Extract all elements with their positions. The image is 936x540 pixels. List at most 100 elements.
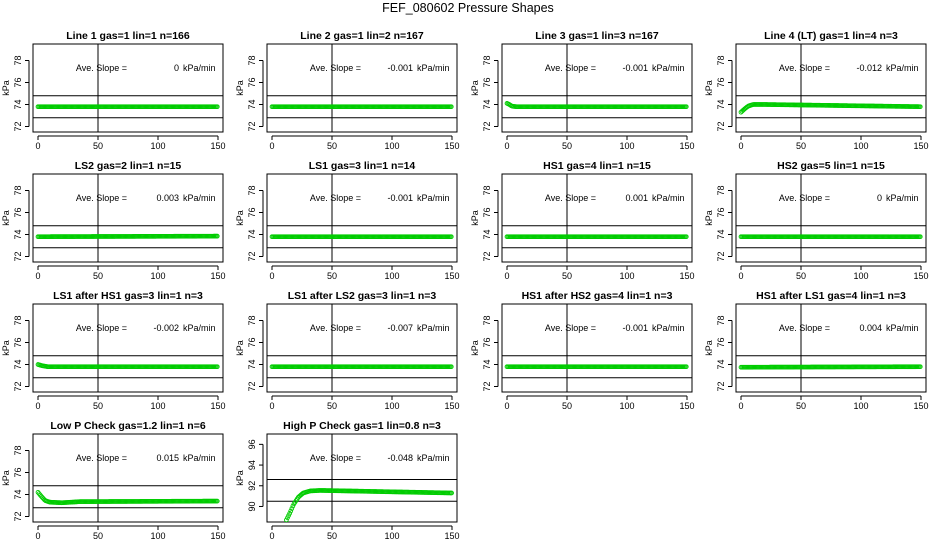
chart-panel: Line 2 gas=1 lin=2 n=167 72 74 76 78 kPa 0 50 10… — [235, 30, 460, 151]
slope-unit: kPa/min — [183, 323, 216, 333]
x-tick-label: 150 — [679, 271, 694, 281]
slope-unit: kPa/min — [886, 323, 919, 333]
x-tick-label: 0 — [35, 531, 40, 540]
y-tick-label: 76 — [482, 77, 492, 87]
y-tick-label: 72 — [716, 381, 726, 391]
slope-unit: kPa/min — [183, 193, 216, 203]
plot-frame — [32, 303, 224, 393]
data-point — [683, 104, 689, 110]
chart-title: Line 2 gas=1 lin=2 n=167 — [300, 30, 424, 42]
x-tick-label: 100 — [384, 141, 399, 151]
y-tick-label: 76 — [716, 77, 726, 87]
chart-title: HS2 gas=5 lin=1 n=15 — [777, 160, 885, 172]
data-point — [917, 234, 923, 240]
y-tick-label: 76 — [13, 77, 23, 87]
x-tick-label: 150 — [679, 401, 694, 411]
y-axis-label: kPa — [1, 80, 11, 96]
y-axis-label: kPa — [470, 340, 480, 356]
x-tick-label: 50 — [796, 401, 806, 411]
slope-value: 0 — [877, 193, 882, 203]
x-tick-label: 0 — [269, 401, 274, 411]
slope-value: -0.001 — [622, 63, 648, 73]
data-series — [738, 102, 923, 115]
x-tick-label: 0 — [269, 141, 274, 151]
y-tick-label: 76 — [716, 207, 726, 217]
slope-unit: kPa/min — [417, 453, 450, 463]
x-tick-label: 100 — [150, 271, 165, 281]
slope-value: -0.002 — [153, 323, 179, 333]
chart-title: HS1 gas=4 lin=1 n=15 — [543, 160, 651, 172]
y-axis-label: kPa — [235, 340, 245, 356]
x-tick-label: 50 — [796, 271, 806, 281]
data-series — [35, 233, 220, 240]
y-axis-label: kPa — [235, 210, 245, 226]
chart-panel: Line 4 (LT) gas=1 lin=4 n=3 72 74 76 78 kPa 0 5… — [704, 30, 929, 151]
y-tick-label: 96 — [247, 439, 257, 449]
slope-value: 0.003 — [156, 193, 179, 203]
slope-unit: kPa/min — [886, 193, 919, 203]
slope-unit: kPa/min — [183, 453, 216, 463]
slope-unit: kPa/min — [183, 63, 216, 73]
chart-title: Line 4 (LT) gas=1 lin=4 n=3 — [764, 30, 898, 42]
y-tick-label: 74 — [716, 359, 726, 369]
slope-label: Ave. Slope = — [779, 323, 830, 333]
x-tick-label: 100 — [619, 401, 634, 411]
slope-value: -0.012 — [856, 63, 882, 73]
chart-panel: HS1 gas=4 lin=1 n=15 72 74 76 78 kPa 0 50 100 150… — [470, 160, 695, 281]
slope-label: Ave. Slope = — [779, 193, 830, 203]
y-axis-label: kPa — [235, 470, 245, 486]
y-tick-label: 72 — [716, 121, 726, 131]
data-series — [269, 364, 454, 370]
x-tick-label: 0 — [35, 141, 40, 151]
slope-value: -0.001 — [387, 63, 413, 73]
y-tick-label: 74 — [482, 99, 492, 109]
x-tick-label: 100 — [384, 271, 399, 281]
x-tick-label: 50 — [93, 271, 103, 281]
data-point — [288, 508, 294, 514]
chart-panel: LS1 after LS2 gas=3 lin=1 n=3 72 74 76 78 kPa… — [235, 290, 460, 411]
y-axis-label: kPa — [1, 470, 11, 486]
chart-panel: Low P Check gas=1.2 lin=1 n=6 72 74 76 78 kPa… — [1, 420, 226, 540]
slope-label: Ave. Slope = — [76, 453, 127, 463]
y-tick-label: 76 — [13, 337, 23, 347]
data-series — [504, 364, 689, 370]
y-tick-label: 74 — [247, 229, 257, 239]
slope-value: 0 — [174, 63, 179, 73]
x-tick-label: 150 — [679, 141, 694, 151]
x-tick-label: 100 — [384, 531, 399, 540]
chart-panel: HS2 gas=5 lin=1 n=15 72 74 76 78 kPa 0 50 100 150… — [704, 160, 929, 281]
y-tick-label: 72 — [13, 121, 23, 131]
slope-label: Ave. Slope = — [779, 63, 830, 73]
data-series — [738, 234, 923, 240]
x-tick-label: 50 — [327, 531, 337, 540]
y-tick-label: 76 — [482, 337, 492, 347]
data-series — [504, 234, 689, 240]
data-series — [269, 234, 454, 240]
x-tick-label: 50 — [327, 271, 337, 281]
plot-frame — [266, 433, 458, 523]
slope-unit: kPa/min — [417, 193, 450, 203]
data-point — [287, 511, 292, 516]
x-tick-label: 150 — [210, 401, 225, 411]
x-tick-label: 0 — [269, 531, 274, 540]
y-tick-label: 92 — [247, 481, 257, 491]
x-tick-label: 150 — [913, 401, 928, 411]
page-title: FEF_080602 Pressure Shapes — [382, 1, 554, 15]
x-tick-label: 0 — [738, 141, 743, 151]
y-tick-label: 76 — [247, 207, 257, 217]
y-axis-label: kPa — [470, 210, 480, 226]
x-tick-label: 100 — [619, 271, 634, 281]
y-tick-label: 74 — [13, 489, 23, 499]
chart-title: HS1 after HS2 gas=4 lin=1 n=3 — [522, 290, 673, 302]
chart-panel: HS1 after LS1 gas=4 lin=1 n=3 72 74 76 78 kPa… — [704, 290, 929, 411]
x-tick-label: 50 — [93, 531, 103, 540]
x-tick-label: 0 — [35, 401, 40, 411]
slope-unit: kPa/min — [652, 323, 685, 333]
y-tick-label: 78 — [716, 315, 726, 325]
x-tick-label: 150 — [913, 141, 928, 151]
y-tick-label: 72 — [247, 381, 257, 391]
slope-value: -0.001 — [387, 193, 413, 203]
slope-unit: kPa/min — [417, 323, 450, 333]
x-tick-label: 100 — [384, 401, 399, 411]
chart-panel: HS1 after HS2 gas=4 lin=1 n=3 72 74 76 78 kPa… — [470, 290, 695, 411]
